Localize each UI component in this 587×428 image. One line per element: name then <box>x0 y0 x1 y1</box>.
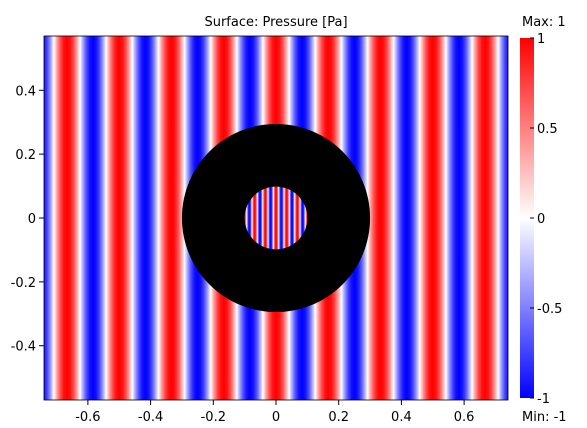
x-tick-label: 0.4 <box>391 410 412 425</box>
x-tick-label: 0.6 <box>454 410 475 425</box>
x-tick-label: 0 <box>272 410 280 425</box>
chart-title: Surface: Pressure [Pa] <box>204 15 347 30</box>
y-tick-label: 0.2 <box>15 148 36 163</box>
colorbar-ticks: 1 0.5 0 -0.5 -1 <box>530 32 562 407</box>
y-tick-label: -0.4 <box>11 340 36 355</box>
colorbar-tick-label: -1 <box>537 392 550 407</box>
x-tick-label: -0.2 <box>201 410 226 425</box>
colorbar-max-label: Max: 1 <box>522 15 566 30</box>
colorbar-min-label: Min: -1 <box>522 410 567 425</box>
x-axis: -0.6 -0.4 -0.2 0 0.2 0.4 0.6 <box>75 400 474 425</box>
plot-area <box>43 35 509 401</box>
colorbar-tick-label: 1 <box>537 32 545 47</box>
y-axis: 0.4 0.2 0 -0.2 -0.4 <box>11 84 44 355</box>
x-tick-label: -0.4 <box>138 410 163 425</box>
x-tick-label: 0.2 <box>328 410 349 425</box>
colorbar: Max: 1 1 0.5 0 -0.5 -1 Min: -1 <box>520 15 567 425</box>
colorbar-tick-label: 0.5 <box>537 122 558 137</box>
colorbar-tick-label: -0.5 <box>537 302 562 317</box>
obstacle-inner-field <box>244 186 308 250</box>
colorbar-tick-label: 0 <box>537 212 545 227</box>
y-tick-label: 0.4 <box>15 84 36 99</box>
x-tick-label: -0.6 <box>75 410 100 425</box>
y-tick-label: 0 <box>28 212 36 227</box>
y-tick-label: -0.2 <box>11 276 36 291</box>
